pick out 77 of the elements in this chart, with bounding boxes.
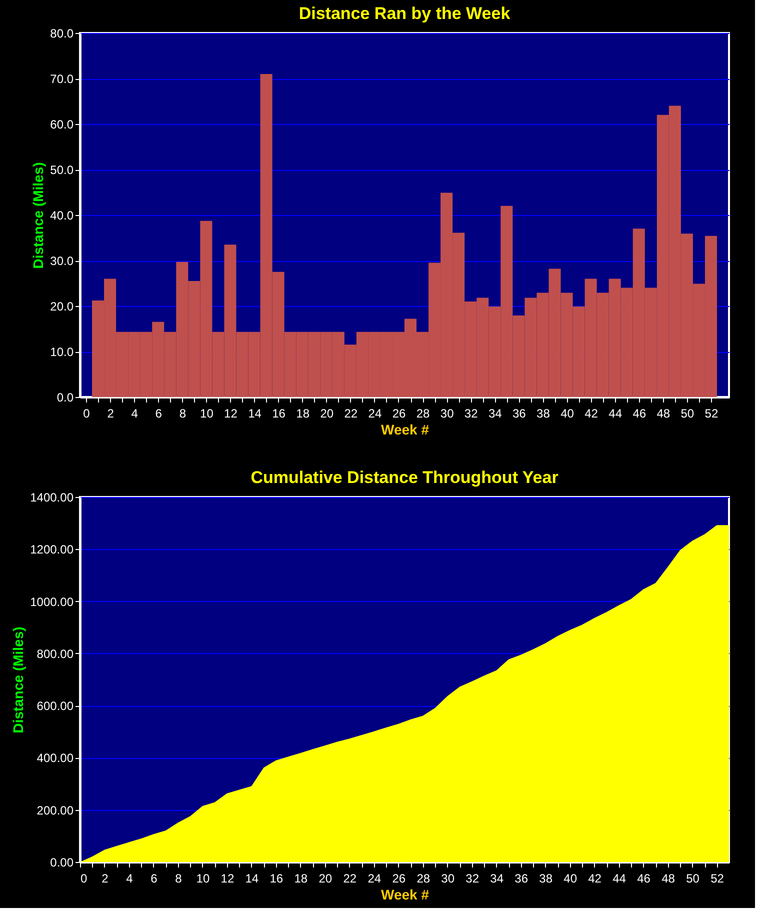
y-tick-label: 800.00 <box>36 646 74 661</box>
x-tick-label: 0 <box>80 872 88 886</box>
x-tick-label: 40 <box>560 406 574 420</box>
y-tick-label: 70.0 <box>50 72 74 86</box>
x-tick-label: 18 <box>294 872 308 886</box>
x-tick-label: 52 <box>704 406 718 420</box>
x-tick-label: 18 <box>296 406 310 420</box>
x-tick-label: 20 <box>318 872 332 886</box>
x-tick-label: 8 <box>179 406 186 420</box>
y-tick-label: 60.0 <box>50 118 74 132</box>
x-tick-label: 50 <box>680 406 694 420</box>
chart-title: Distance Ran by the Week <box>298 4 511 23</box>
x-tick-label: 50 <box>686 872 700 886</box>
x-tick-label: 20 <box>320 406 334 420</box>
x-tick-label: 44 <box>612 872 626 886</box>
x-tick-label: 40 <box>564 872 578 886</box>
x-tick-label: 38 <box>539 872 553 886</box>
x-tick-label: 14 <box>248 406 262 420</box>
x-tick-label: 32 <box>464 406 478 420</box>
y-axis-title: Distance (Miles) <box>10 626 26 734</box>
x-tick-label: 44 <box>608 406 622 420</box>
x-tick-label: 6 <box>150 872 158 886</box>
x-tick-label: 22 <box>343 872 357 886</box>
x-tick-label: 34 <box>490 872 504 886</box>
y-tick-label: 0.00 <box>50 856 74 870</box>
y-tick-label: 40.0 <box>50 208 74 222</box>
x-tick-label: 46 <box>632 406 646 420</box>
x-tick-label: 24 <box>368 872 382 886</box>
y-tick-label: 50.0 <box>50 163 74 177</box>
x-tick-label: 26 <box>392 872 406 886</box>
x-tick-label: 6 <box>155 406 162 420</box>
x-axis-title: Week # <box>381 886 430 902</box>
x-tick-label: 24 <box>368 406 382 420</box>
y-axis-title: Distance (Miles) <box>30 162 46 269</box>
x-tick-label: 52 <box>710 872 724 886</box>
x-tick-label: 14 <box>245 872 259 886</box>
x-tick-label: 8 <box>175 872 182 886</box>
x-tick-label: 12 <box>224 406 238 420</box>
x-tick-label: 46 <box>637 872 651 886</box>
y-tick-label: 80.0 <box>50 26 74 40</box>
x-axis-title: Week # <box>381 422 430 438</box>
x-tick-label: 48 <box>656 406 670 420</box>
y-tick-label: 400.00 <box>36 751 74 766</box>
x-tick-label: 16 <box>270 872 284 886</box>
x-tick-label: 4 <box>126 872 134 886</box>
y-tick-label: 10.0 <box>50 345 74 359</box>
y-tick-label: 30.0 <box>50 254 74 268</box>
y-tick-label: 20.0 <box>50 300 74 314</box>
y-tick-label: 1200.00 <box>30 542 74 557</box>
x-tick-label: 2 <box>107 406 114 420</box>
chart-title: Cumulative Distance Throughout Year <box>250 468 559 487</box>
x-tick-label: 28 <box>416 872 430 886</box>
y-tick-label: 200.00 <box>36 803 74 818</box>
x-tick-label: 10 <box>196 872 210 886</box>
x-tick-label: 10 <box>200 406 214 420</box>
x-tick-label: 22 <box>344 406 358 420</box>
x-tick-label: 30 <box>440 406 454 420</box>
x-tick-label: 42 <box>588 872 602 886</box>
x-tick-label: 34 <box>488 406 502 420</box>
x-tick-label: 26 <box>392 406 406 420</box>
x-tick-label: 30 <box>441 872 455 886</box>
x-tick-label: 36 <box>514 872 528 886</box>
x-tick-label: 16 <box>272 406 286 420</box>
x-tick-label: 2 <box>102 872 109 886</box>
x-tick-label: 0 <box>83 406 90 420</box>
y-tick-label: 600.00 <box>36 699 74 714</box>
y-tick-label: 1000.00 <box>30 594 74 609</box>
x-tick-label: 4 <box>131 406 138 420</box>
x-tick-label: 12 <box>220 872 234 886</box>
x-tick-label: 42 <box>584 406 598 420</box>
x-tick-label: 38 <box>536 406 550 420</box>
y-tick-label: 1400.00 <box>30 490 74 504</box>
x-tick-label: 28 <box>416 406 430 420</box>
x-tick-label: 36 <box>512 406 526 420</box>
y-tick-label: 0.0 <box>56 390 74 404</box>
x-tick-label: 48 <box>662 872 676 886</box>
x-tick-label: 32 <box>466 872 480 886</box>
